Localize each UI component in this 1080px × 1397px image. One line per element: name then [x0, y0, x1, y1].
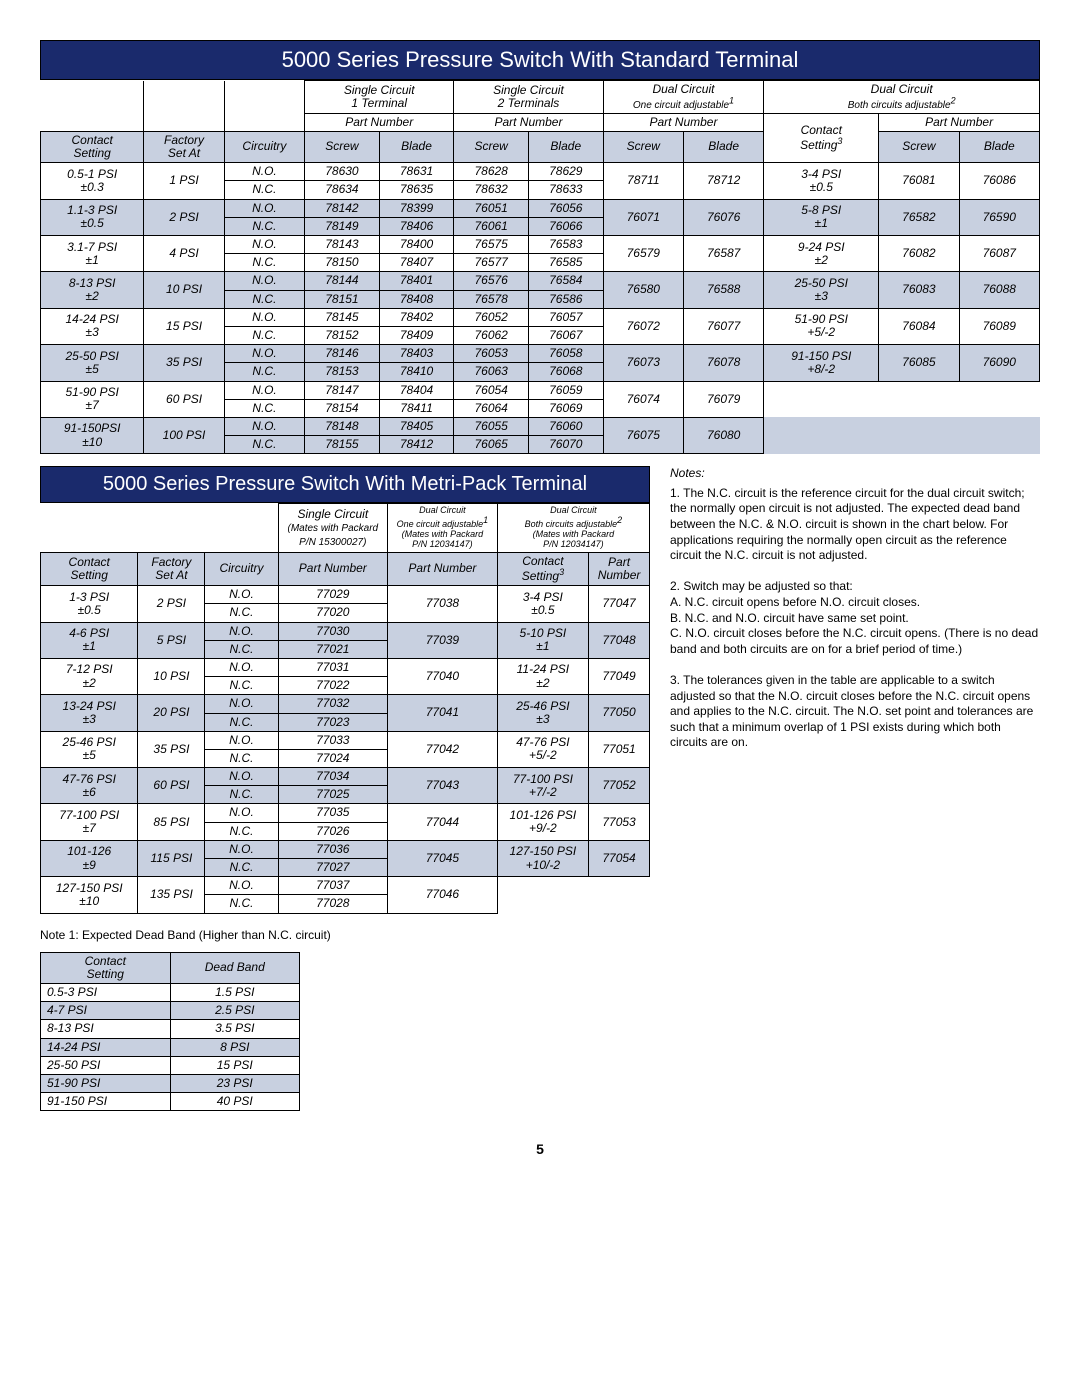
- page-number: 5: [40, 1141, 1040, 1157]
- table-1: Single Circuit1 Terminal Single Circuit2…: [40, 80, 1040, 454]
- title-1: 5000 Series Pressure Switch With Standar…: [40, 40, 1040, 80]
- table-2: Single Circuit(Mates with PackardP/N 153…: [40, 503, 650, 913]
- deadband-table: ContactSetting Dead Band 0.5-3 PSI1.5 PS…: [40, 952, 300, 1112]
- notes-block: Notes: 1. The N.C. circuit is the refere…: [670, 466, 1040, 751]
- title-2: 5000 Series Pressure Switch With Metri-P…: [40, 466, 650, 503]
- note1-text: Note 1: Expected Dead Band (Higher than …: [40, 928, 650, 942]
